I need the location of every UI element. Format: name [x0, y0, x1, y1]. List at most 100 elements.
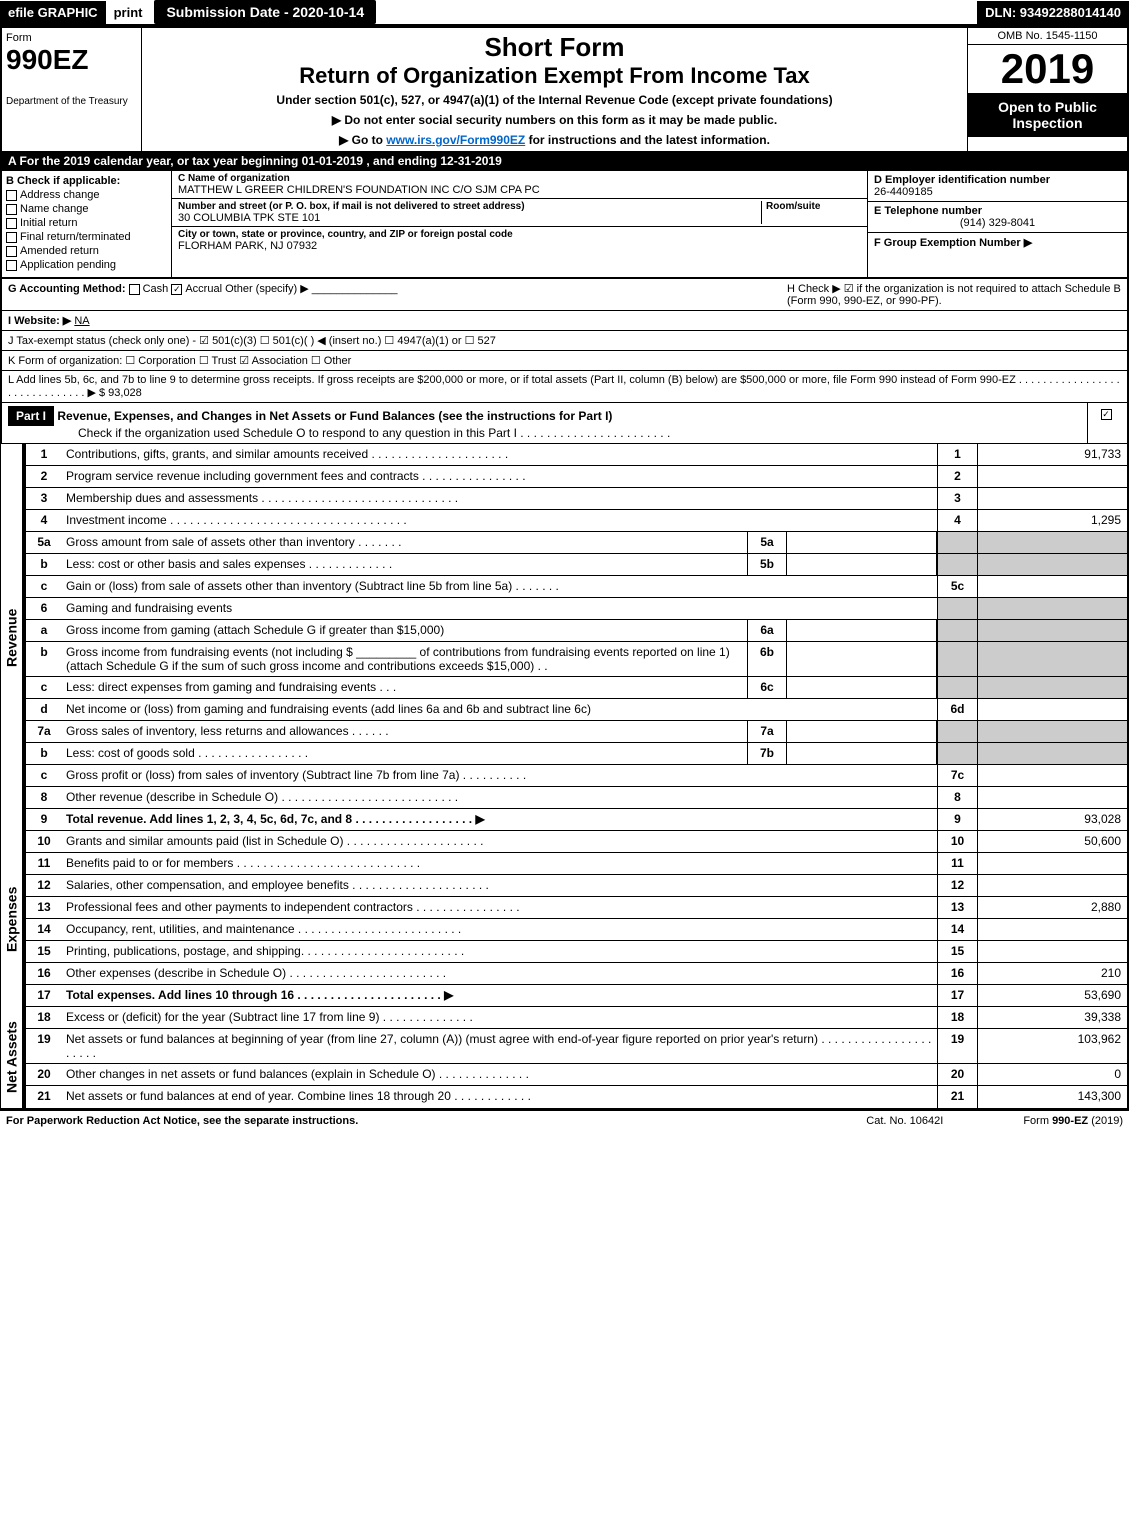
dept-label: Department of the Treasury [6, 96, 137, 107]
box-c: C Name of organization MATTHEW L GREER C… [172, 171, 867, 277]
box-e: E Telephone number (914) 329-8041 [868, 202, 1127, 233]
line-9: 9Total revenue. Add lines 1, 2, 3, 4, 5c… [24, 809, 1129, 831]
g-h-row: G Accounting Method: Cash Accrual Other … [0, 279, 1129, 311]
telephone: (914) 329-8041 [874, 217, 1121, 229]
line-12: 12Salaries, other compensation, and empl… [24, 875, 1129, 897]
omb-number: OMB No. 1545-1150 [968, 28, 1127, 45]
calendar-year-line: A For the 2019 calendar year, or tax yea… [0, 151, 1129, 171]
org-name-row: C Name of organization MATTHEW L GREER C… [172, 171, 867, 199]
k-line: K Form of organization: ☐ Corporation ☐ … [0, 351, 1129, 371]
line-1: 1Contributions, gifts, grants, and simil… [24, 444, 1129, 466]
ein: 26-4409185 [874, 186, 1121, 198]
goto-pre: ▶ Go to [339, 133, 386, 147]
box-d: D Employer identification number 26-4409… [868, 171, 1127, 202]
website-val: NA [74, 315, 89, 327]
line-18: 18Excess or (deficit) for the year (Subt… [24, 1007, 1129, 1029]
goto-post: for instructions and the latest informat… [525, 133, 770, 147]
line-19: 19Net assets or fund balances at beginni… [24, 1029, 1129, 1064]
footer-mid: Cat. No. 10642I [866, 1115, 943, 1127]
line-6d: dNet income or (loss) from gaming and fu… [24, 699, 1129, 721]
footer-right: Form 990-EZ (2019) [1023, 1115, 1123, 1127]
line-16: 16Other expenses (describe in Schedule O… [24, 963, 1129, 985]
d-label: D Employer identification number [874, 174, 1121, 186]
i-line: I Website: ▶ NA [0, 311, 1129, 331]
chk-name[interactable]: Name change [6, 203, 167, 215]
line-7c: cGross profit or (loss) from sales of in… [24, 765, 1129, 787]
header-right: OMB No. 1545-1150 2019 Open to Public In… [967, 28, 1127, 151]
line-7a: 7aGross sales of inventory, less returns… [24, 721, 1129, 743]
box-b-title: B Check if applicable: [6, 175, 167, 187]
expenses-section: Expenses 10Grants and similar amounts pa… [0, 831, 1129, 1007]
chk-initial[interactable]: Initial return [6, 217, 167, 229]
org-name: MATTHEW L GREER CHILDREN'S FOUNDATION IN… [178, 184, 861, 196]
netassets-section: Net Assets 18Excess or (deficit) for the… [0, 1007, 1129, 1110]
part1-title: Revenue, Expenses, and Changes in Net As… [57, 409, 612, 423]
line-6c: cLess: direct expenses from gaming and f… [24, 677, 1129, 699]
j-line: J Tax-exempt status (check only one) - ☑… [0, 331, 1129, 351]
line-10: 10Grants and similar amounts paid (list … [24, 831, 1129, 853]
subtitle: Under section 501(c), 527, or 4947(a)(1)… [150, 93, 959, 107]
form-label: Form [6, 32, 137, 44]
part1-check-note: Check if the organization used Schedule … [78, 426, 670, 440]
org-city: FLORHAM PARK, NJ 07932 [178, 240, 861, 252]
footer: For Paperwork Reduction Act Notice, see … [0, 1110, 1129, 1131]
header-left: Form 990EZ Department of the Treasury [2, 28, 142, 151]
cash-checkbox[interactable] [129, 284, 140, 295]
line-17: 17Total expenses. Add lines 10 through 1… [24, 985, 1129, 1007]
chk-address[interactable]: Address change [6, 189, 167, 201]
part1-check[interactable] [1087, 403, 1127, 443]
netassets-side-label: Net Assets [0, 1007, 24, 1108]
irs-link[interactable]: www.irs.gov/Form990EZ [386, 133, 525, 147]
line-21: 21Net assets or fund balances at end of … [24, 1086, 1129, 1108]
org-addr: 30 COLUMBIA TPK STE 101 [178, 212, 761, 224]
accrual-checkbox[interactable] [171, 284, 182, 295]
header-center: Short Form Return of Organization Exempt… [142, 28, 967, 151]
tax-year: 2019 [968, 45, 1127, 93]
addr-label: Number and street (or P. O. box, if mail… [178, 201, 761, 212]
part1-badge: Part I [8, 406, 54, 426]
note-goto: ▶ Go to www.irs.gov/Form990EZ for instru… [150, 133, 959, 147]
line-5a: 5aGross amount from sale of assets other… [24, 532, 1129, 554]
footer-left: For Paperwork Reduction Act Notice, see … [6, 1115, 358, 1127]
line-3: 3Membership dues and assessments . . . .… [24, 488, 1129, 510]
open-public: Open to Public Inspection [968, 93, 1127, 137]
info-grid: B Check if applicable: Address change Na… [0, 171, 1129, 279]
line-15: 15Printing, publications, postage, and s… [24, 941, 1129, 963]
chk-final[interactable]: Final return/terminated [6, 231, 167, 243]
room-label: Room/suite [766, 201, 861, 212]
box-b: B Check if applicable: Address change Na… [2, 171, 172, 277]
part1-header-row: Part I Revenue, Expenses, and Changes in… [0, 403, 1129, 444]
org-addr-row: Number and street (or P. O. box, if mail… [172, 199, 867, 227]
line-5b: bLess: cost or other basis and sales exp… [24, 554, 1129, 576]
org-city-row: City or town, state or province, country… [172, 227, 867, 254]
submission-date: Submission Date - 2020-10-14 [154, 0, 376, 24]
short-form-title: Short Form [150, 32, 959, 63]
h-line: H Check ▶ ☑ if the organization is not r… [781, 282, 1121, 307]
return-title: Return of Organization Exempt From Incom… [150, 63, 959, 89]
city-label: City or town, state or province, country… [178, 229, 861, 240]
chk-amended[interactable]: Amended return [6, 245, 167, 257]
revenue-side-label: Revenue [0, 444, 24, 831]
efile-label: efile GRAPHIC [0, 1, 106, 24]
line-7b: bLess: cost of goods sold . . . . . . . … [24, 743, 1129, 765]
e-label: E Telephone number [874, 205, 1121, 217]
note-ssn: ▶ Do not enter social security numbers o… [150, 113, 959, 127]
revenue-section: Revenue 1Contributions, gifts, grants, a… [0, 444, 1129, 831]
line-11: 11Benefits paid to or for members . . . … [24, 853, 1129, 875]
dln-label: DLN: 93492288014140 [977, 1, 1129, 24]
line-8: 8Other revenue (describe in Schedule O) … [24, 787, 1129, 809]
line-4: 4Investment income . . . . . . . . . . .… [24, 510, 1129, 532]
l-line: L Add lines 5b, 6c, and 7b to line 9 to … [0, 371, 1129, 403]
line-5c: cGain or (loss) from sale of assets othe… [24, 576, 1129, 598]
c-label: C Name of organization [178, 173, 861, 184]
line-2: 2Program service revenue including gover… [24, 466, 1129, 488]
line-14: 14Occupancy, rent, utilities, and mainte… [24, 919, 1129, 941]
form-number: 990EZ [6, 44, 137, 76]
box-f: F Group Exemption Number ▶ [868, 233, 1127, 252]
print-link[interactable]: print [106, 1, 151, 24]
chk-pending[interactable]: Application pending [6, 259, 167, 271]
f-label: F Group Exemption Number ▶ [874, 237, 1032, 249]
box-def: D Employer identification number 26-4409… [867, 171, 1127, 277]
top-bar: efile GRAPHIC print Submission Date - 20… [0, 0, 1129, 26]
line-6b: bGross income from fundraising events (n… [24, 642, 1129, 677]
